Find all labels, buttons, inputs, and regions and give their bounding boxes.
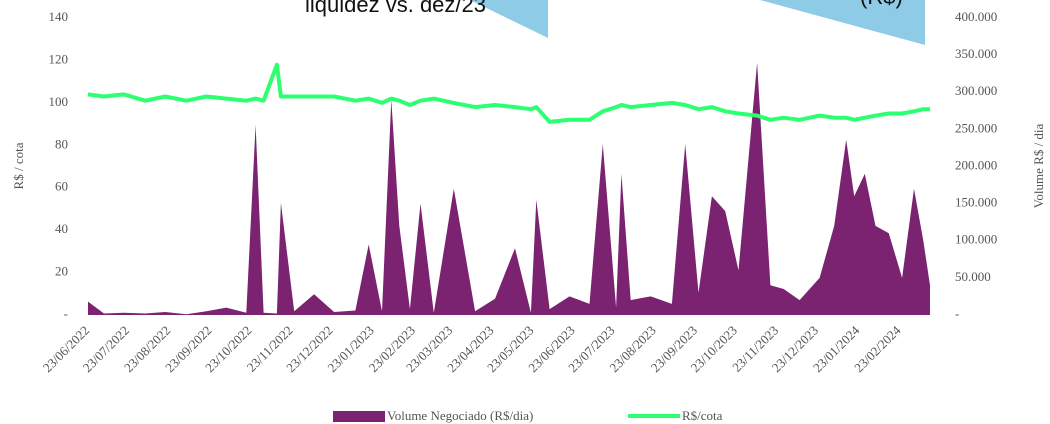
y-tick-label: 40 — [55, 221, 68, 236]
legend-label: R$/cota — [682, 408, 723, 423]
y2-tick-label: 400.000 — [955, 9, 997, 24]
y2-tick-label: 100.000 — [955, 232, 997, 247]
volume-area — [88, 62, 930, 315]
y2-tick-label: 150.000 — [955, 195, 997, 210]
y2-tick-label: 50.000 — [955, 269, 991, 284]
y2-tick-label: 350.000 — [955, 46, 997, 61]
y2-tick-label: 200.000 — [955, 157, 997, 172]
y2-tick-label: 250.000 — [955, 120, 997, 135]
price-line — [87, 62, 930, 124]
y-tick-label: 140 — [49, 9, 69, 24]
annotation: (R$) — [860, 0, 903, 9]
y-tick-label: - — [64, 306, 68, 321]
legend-swatch — [333, 411, 385, 422]
callout-shape — [760, 0, 925, 45]
y-tick-label: 80 — [55, 136, 68, 151]
y2-tick-label: 300.000 — [955, 83, 997, 98]
y-tick-label: 120 — [49, 51, 69, 66]
y2-axis-title: Volume R$ / dia — [1031, 123, 1046, 208]
y-axis-title: R$ / cota — [11, 142, 26, 189]
callout-shape — [470, 0, 548, 38]
annotation: liquidez vs. dez/23 — [305, 0, 486, 17]
y-tick-label: 100 — [49, 94, 69, 109]
legend-label: Volume Negociado (R$/dia) — [387, 408, 533, 423]
y-tick-label: 20 — [55, 264, 68, 279]
y-tick-label: 60 — [55, 179, 68, 194]
y2-tick-label: - — [955, 306, 959, 321]
